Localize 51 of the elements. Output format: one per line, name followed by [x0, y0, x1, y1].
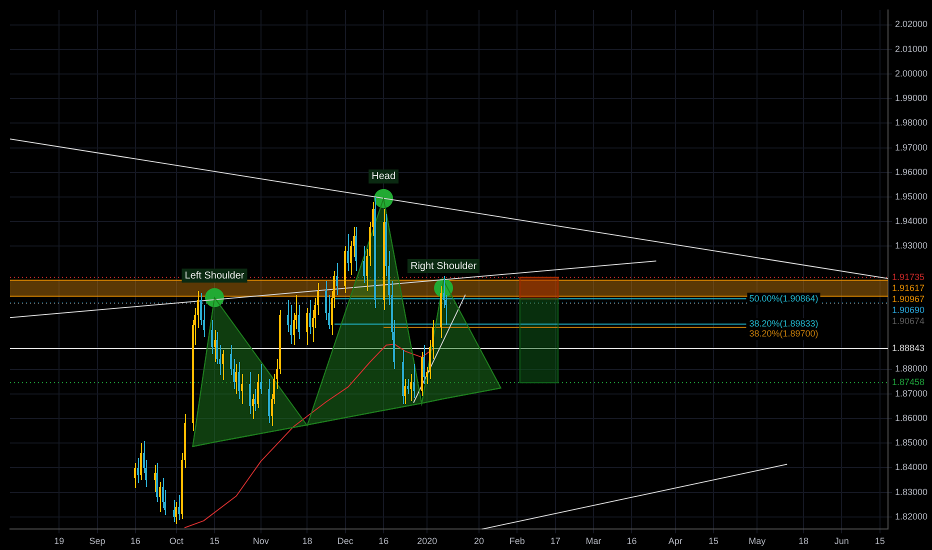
y-tick-label: 1.97000 — [895, 142, 928, 152]
x-tick-label: Oct — [169, 536, 184, 546]
y-tick-label: 1.82000 — [895, 511, 928, 522]
ref-line-label: 1.87458 — [892, 377, 925, 388]
x-tick-label: 2020 — [417, 536, 438, 546]
x-tick-label: 15 — [708, 536, 718, 546]
x-tick-label: 15 — [874, 536, 885, 546]
y-tick-label: 1.94000 — [895, 216, 928, 226]
x-tick-label: 20 — [474, 536, 484, 546]
x-tick-label: 16 — [130, 536, 140, 546]
x-tick-label: Feb — [509, 536, 525, 546]
annotation: Right Shoulder — [410, 260, 478, 272]
y-tick-label: 1.96000 — [895, 166, 928, 177]
y-tick-label: 1.85000 — [895, 438, 928, 448]
y-tick-label: 1.95000 — [895, 191, 928, 202]
x-tick-label: Apr — [668, 536, 682, 546]
series-label: 38.20%(1.89700) — [749, 328, 818, 339]
ref-line-label: 1.90674 — [892, 316, 925, 326]
y-tick-label: 2.01000 — [895, 44, 928, 54]
ref-line-label: 1.88843 — [892, 343, 925, 353]
annotation: Head — [372, 171, 396, 182]
ref-line-label: 1.90690 — [892, 304, 925, 315]
x-tick-label: 17 — [550, 536, 560, 546]
x-tick-label: 16 — [626, 536, 637, 546]
ref-line-label: 1.91617 — [892, 282, 925, 293]
ref-line-label: 1.90967 — [892, 294, 925, 304]
x-tick-label: Sep — [89, 536, 106, 546]
y-tick-label: 1.93000 — [895, 240, 928, 251]
x-tick-label: 15 — [209, 536, 220, 546]
x-tick-label: Mar — [586, 536, 602, 546]
x-tick-label: Dec — [337, 536, 354, 546]
series-label: 50.00%(1.90864) — [749, 293, 818, 304]
ref-line-label: 1.91735 — [892, 272, 925, 282]
y-tick-label: 2.00000 — [895, 68, 928, 78]
annotation: Left Shoulder — [184, 270, 245, 282]
x-tick-label: Jun — [834, 536, 849, 546]
y-tick-label: 1.84000 — [895, 462, 928, 472]
y-tick-label: 1.87000 — [895, 388, 928, 398]
x-tick-label: 19 — [54, 536, 64, 546]
x-tick-label: 18 — [302, 536, 312, 546]
y-tick-label: 1.99000 — [895, 93, 928, 104]
series-label: 38.20%(1.89833) — [749, 318, 818, 329]
x-tick-label: 18 — [798, 536, 808, 546]
x-tick-label: Nov — [252, 536, 270, 546]
x-tick-label: 16 — [378, 536, 389, 546]
y-tick-label: 1.83000 — [895, 486, 928, 497]
y-tick-label: 1.98000 — [895, 118, 928, 128]
y-tick-label: 1.88000 — [895, 364, 928, 374]
y-tick-label: 1.86000 — [895, 412, 928, 423]
y-tick-label: 2.02000 — [895, 19, 928, 30]
x-tick-label: May — [748, 536, 766, 546]
